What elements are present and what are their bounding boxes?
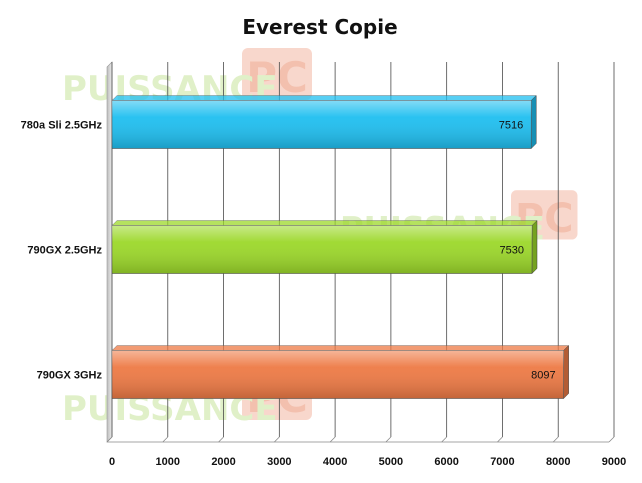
x-tick-label: 4000 [323, 456, 347, 468]
x-tick-label: 6000 [434, 456, 458, 468]
x-tick-label: 8000 [546, 456, 570, 468]
bar [111, 219, 538, 275]
gridline-floor [608, 436, 615, 443]
watermark-badge: PC [246, 53, 308, 102]
x-tick-label: 1000 [156, 456, 180, 468]
category-label: 790GX 3GHz [37, 370, 103, 382]
value-label: 7530 [500, 245, 524, 257]
gridline-floor [385, 436, 392, 443]
x-axis-ticks: 0 1000 2000 3000 4000 5000 6000 7000 8000 9000 [109, 456, 626, 468]
value-label: 8097 [531, 370, 555, 382]
bar [111, 94, 537, 150]
x-tick-label: 5000 [379, 456, 403, 468]
bars [111, 94, 570, 400]
x-tick-label: 9000 [602, 456, 626, 468]
x-tick-label: 0 [109, 456, 115, 468]
value-label: 7516 [499, 120, 523, 132]
gridline-floor [162, 436, 169, 443]
plot-area: 780a Sli 2.5GHz 790GX 2.5GHz 790GX 3GHz 75… [21, 61, 626, 468]
gridline-floor [218, 436, 224, 443]
category-label: 790GX 2.5GHz [27, 245, 102, 257]
bar [111, 344, 570, 400]
gridline-floor [497, 436, 503, 443]
chart-title: Everest Copie [242, 15, 397, 39]
gridline-floor [329, 436, 336, 443]
x-tick-label: 3000 [267, 456, 291, 468]
value-labels: 7516 7530 8097 [499, 120, 556, 382]
x-tick-label: 2000 [211, 456, 235, 468]
category-labels: 780a Sli 2.5GHz 790GX 2.5GHz 790GX 3GHz [21, 120, 103, 382]
x-tick-label: 7000 [490, 456, 514, 468]
gridline-floor [552, 436, 559, 443]
axis-wall [106, 61, 113, 443]
gridline-floor [441, 436, 447, 443]
category-label: 780a Sli 2.5GHz [21, 120, 103, 132]
gridline-floor [106, 436, 113, 443]
gridline-floor [274, 436, 280, 443]
